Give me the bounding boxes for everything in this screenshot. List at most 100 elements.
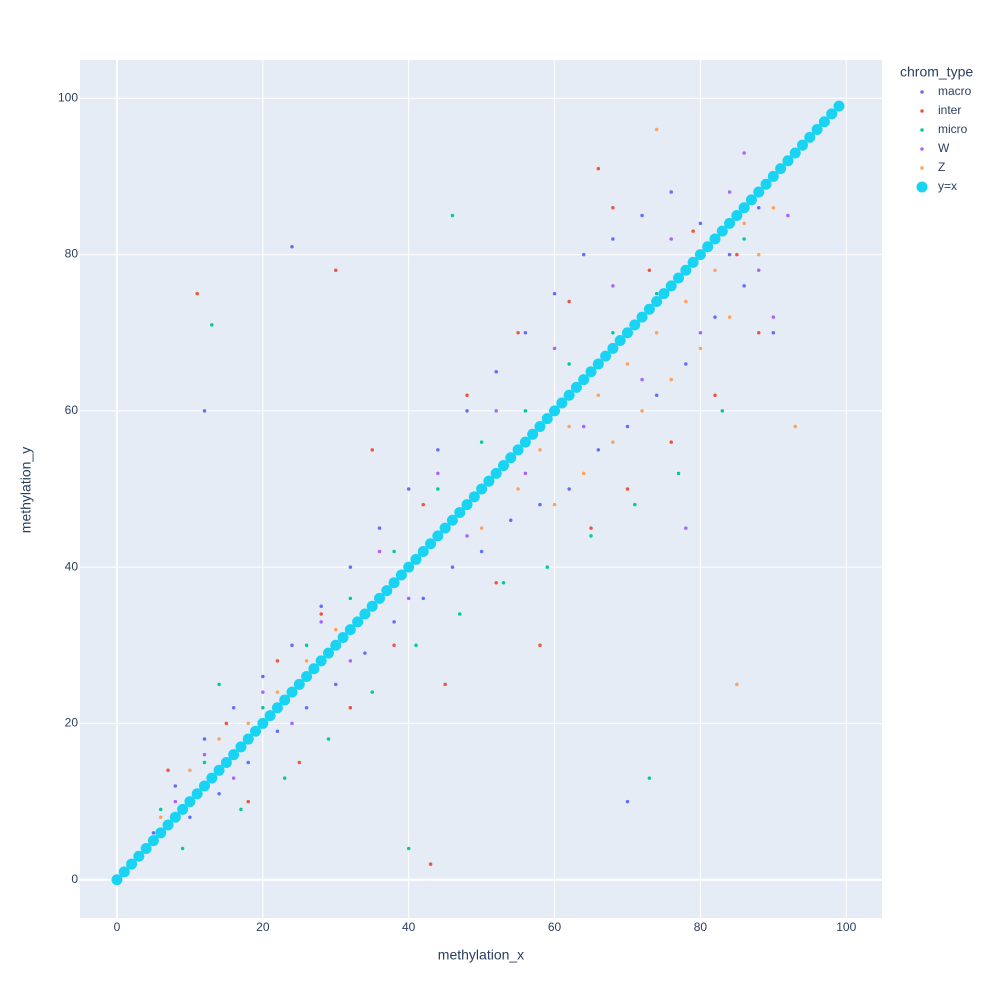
point [753,186,765,198]
point [614,335,626,347]
point [709,233,721,245]
point [319,620,323,624]
point [757,330,761,335]
point [567,362,571,366]
legend-marker[interactable] [920,109,924,113]
point [224,721,229,726]
legend-label[interactable]: W [938,141,950,155]
point [611,237,615,241]
point [162,819,174,831]
point [735,682,739,687]
point [786,213,790,218]
point [720,409,725,413]
point [319,612,323,616]
x-tick-label: 100 [836,920,856,934]
point [450,565,455,569]
point [202,760,207,765]
point [140,842,152,854]
point [173,799,178,804]
point [213,764,225,776]
x-axis-title: methylation_x [438,947,524,963]
point [640,409,644,413]
legend-label[interactable]: y=x [938,179,957,193]
point [742,151,746,155]
point [698,221,703,226]
point [811,124,823,136]
point [334,627,338,632]
point [771,315,776,319]
point [523,330,528,335]
point [217,737,221,741]
point [600,350,612,362]
point [538,643,542,648]
point [450,213,455,218]
point [352,616,364,628]
point [304,643,309,648]
point [304,659,309,663]
point [147,835,159,847]
point [461,499,473,511]
point [698,330,703,335]
point [476,483,488,495]
point [410,553,422,565]
point [727,190,732,194]
point [611,330,615,335]
point [370,690,374,694]
point [191,788,203,800]
point [578,374,590,386]
point [261,674,265,679]
point [275,659,280,663]
point [738,202,750,214]
point [651,295,663,307]
point [264,710,276,722]
point [596,393,601,397]
legend-marker[interactable] [920,90,924,94]
point [669,190,673,194]
point [279,694,291,706]
point [483,475,495,487]
point [275,690,280,694]
point [523,409,528,413]
legend-label[interactable]: Z [938,160,945,174]
point [126,858,138,870]
point [505,452,517,464]
point [322,647,334,659]
labels: 0 20 40 60 80 100 0 20 40 60 80 100 [58,90,857,934]
point [479,440,484,444]
point [771,205,776,210]
point [370,448,374,452]
point [344,624,356,636]
point [625,424,630,429]
point [654,127,659,132]
point [374,592,386,604]
y-tick-label: 100 [58,90,78,104]
point [519,436,531,448]
legend-marker[interactable] [916,181,928,193]
point [377,549,382,554]
point [436,471,440,476]
point [118,866,130,878]
point [177,803,189,815]
point [694,249,706,261]
point [436,487,440,491]
legend-marker[interactable] [920,128,924,132]
point [625,799,630,804]
legend-label[interactable]: micro [938,122,968,136]
point [406,596,411,601]
point [454,506,466,518]
legend-marker[interactable] [920,166,924,170]
point [282,776,287,780]
point [381,585,393,597]
point [417,546,429,558]
point [757,205,761,210]
point [647,268,652,272]
point [552,346,557,351]
legend-label[interactable]: macro [938,84,972,98]
point [348,596,353,601]
y-axis-title: methylation_y [18,447,34,533]
point [647,776,652,780]
legend-marker[interactable] [920,147,924,151]
legend-label[interactable]: inter [938,103,961,117]
point [290,721,294,726]
point [775,163,787,175]
